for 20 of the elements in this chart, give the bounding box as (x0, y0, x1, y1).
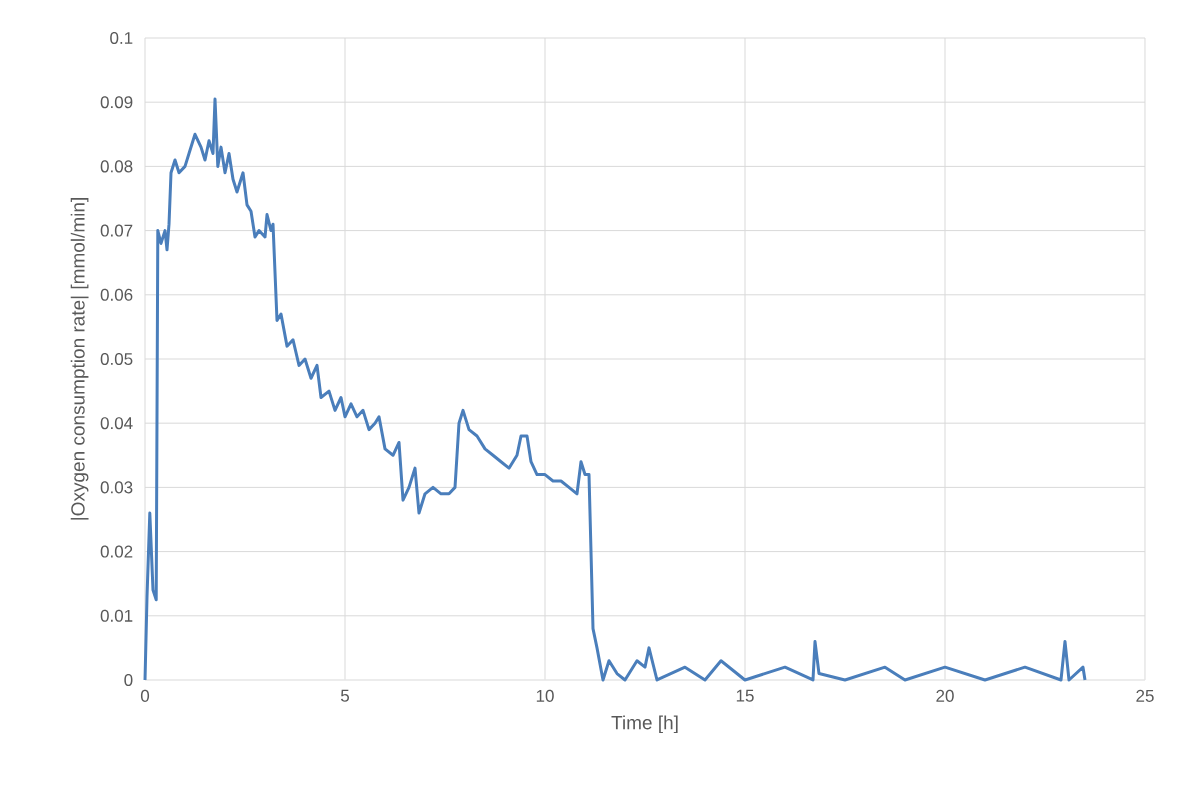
y-tick-label: 0.09 (100, 96, 133, 109)
x-tick-label: 10 (536, 689, 554, 702)
x-tick-label: 15 (736, 689, 754, 702)
y-axis-title: |Oxygen consumption rate| [mmol/min] (70, 198, 89, 520)
y-tick-label: 0.03 (100, 481, 133, 494)
x-tick-label: 0 (140, 689, 150, 702)
y-tick-label: 0.05 (100, 352, 133, 366)
y-tick-label: 0.06 (100, 288, 133, 301)
x-tick-label: 25 (1136, 689, 1154, 702)
line-series (143, 97, 1087, 682)
y-tick-label: 0.04 (100, 417, 133, 430)
y-tick-label: 0.07 (100, 224, 133, 237)
x-axis-title: Time [h] (611, 715, 678, 734)
y-tick-label: 0.01 (100, 609, 133, 622)
y-tick-label: 0 (124, 673, 133, 687)
x-tick-label: 20 (936, 689, 954, 702)
x-tick-label: 5 (340, 689, 350, 702)
y-tick-label: 0.08 (100, 160, 133, 173)
y-tick-label: 0.02 (100, 545, 133, 558)
y-tick-label: 0.1 (110, 31, 133, 45)
